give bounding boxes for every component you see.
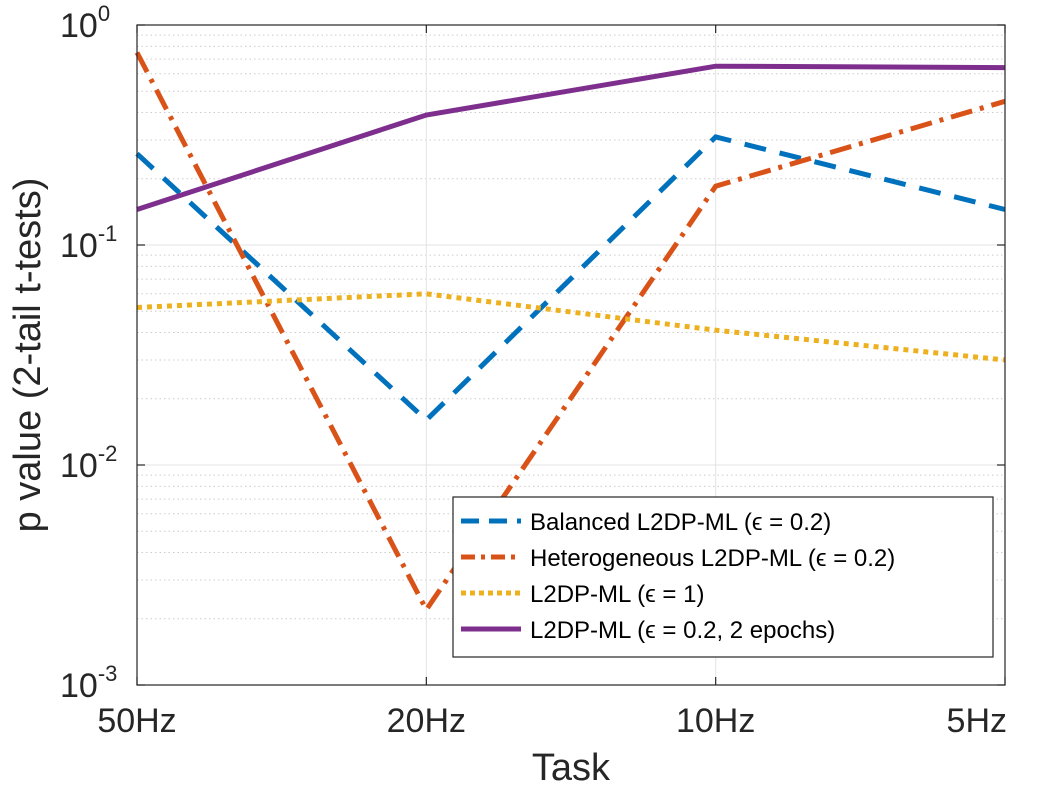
legend-label-1: Balanced L2DP-ML (ϵ = 0.2) [530,509,831,536]
y-axis-title: p value (2-tail t-tests) [7,178,49,533]
x-tick-label: 50Hz [97,702,176,740]
y-tick-label: 10-3 [60,661,117,705]
series-line-4 [136,63,1006,212]
series-lines [134,51,1006,615]
x-tick-labels: 50Hz 20Hz 10Hz 5Hz [97,702,1007,740]
y-tick-labels: 10-3 10-2 10-1 100 [60,1,117,705]
legend-box [452,496,994,658]
x-axis-title: Task [532,747,611,789]
legend-label-4: L2DP-ML (ϵ = 0.2, 2 epochs) [530,617,835,644]
legend-label-2: Heterogeneous L2DP-ML (ϵ = 0.2) [530,545,895,572]
series-line-1 [135,134,1006,424]
legend: Balanced L2DP-ML (ϵ = 0.2) Heterogeneous … [452,496,994,658]
y-tick-label: 100 [60,1,110,45]
legend-label-3: L2DP-ML (ϵ = 1) [530,581,704,608]
plot-frame [136,24,1006,686]
y-tick-label: 10-1 [60,221,117,265]
series-line-3 [136,291,1006,363]
minor-grid [137,34,1005,620]
x-tick-label: 5Hz [947,702,1007,740]
x-tick-label: 10Hz [676,702,755,740]
series-line-2 [134,51,1006,615]
x-tick-label: 20Hz [387,702,466,740]
y-tick-label: 10-2 [60,441,117,485]
